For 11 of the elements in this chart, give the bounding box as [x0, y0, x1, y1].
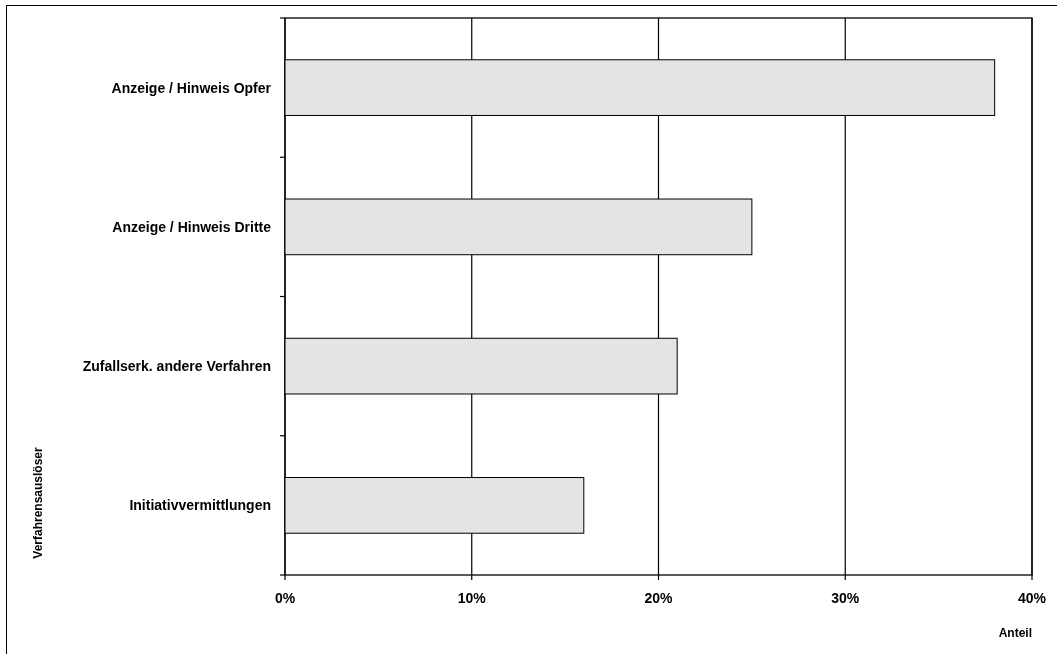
x-tick-label: 30%	[831, 590, 860, 606]
y-tick-label: Anzeige / Hinweis Dritte	[112, 218, 272, 235]
y-tick-label: Initiativvermittlungen	[129, 497, 271, 514]
y-axis-title: Verfahrensauslöser	[31, 446, 45, 559]
y-tick-label: Zufallserk. andere Verfahren	[82, 358, 271, 375]
x-axis-title: Anteil	[998, 626, 1032, 640]
x-tick-label: 20%	[644, 590, 674, 606]
y-tick-label: Anzeige / Hinweis Opfer	[111, 79, 272, 96]
x-tick-label: 0%	[274, 590, 296, 606]
x-tick-label: 40%	[1017, 590, 1047, 606]
x-tick-label: 10%	[457, 590, 487, 606]
